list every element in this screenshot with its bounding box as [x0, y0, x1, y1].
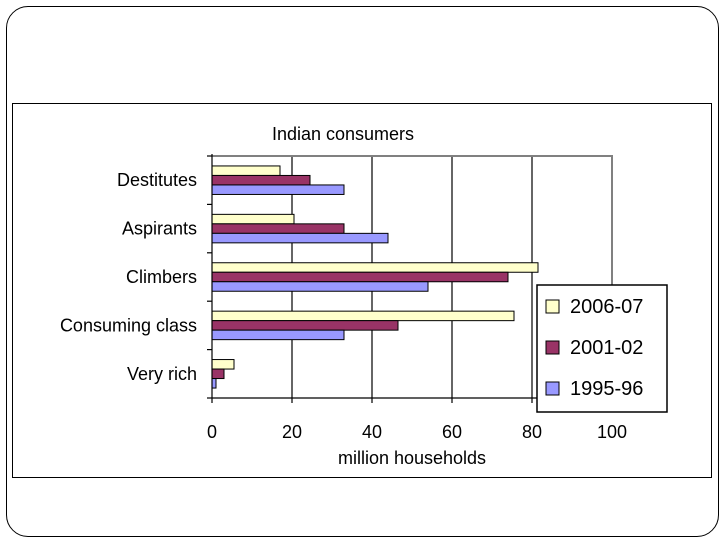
bar: [211, 262, 539, 273]
x-tick-label: 60: [442, 422, 462, 442]
bar: [211, 378, 217, 389]
bar: [211, 281, 429, 292]
x-tick-label: 20: [282, 422, 302, 442]
bar: [211, 174, 311, 186]
category-label: Very rich: [127, 364, 197, 384]
category-label: Aspirants: [122, 219, 197, 239]
chart-title: Indian consumers: [272, 124, 414, 144]
legend-swatch: [545, 340, 560, 355]
x-tick-label: 40: [362, 422, 382, 442]
x-tick-label: 80: [522, 422, 542, 442]
x-tick-labels: 0 20 40 60 80 100: [207, 422, 627, 442]
bar: [211, 329, 345, 341]
category-label: Destitutes: [117, 170, 197, 190]
legend-label: 2001-02: [570, 337, 643, 359]
bar: [211, 184, 345, 195]
legend-swatch: [545, 381, 560, 396]
category-label: Consuming class: [60, 315, 197, 335]
bar: [211, 368, 225, 380]
x-tick-label: 100: [597, 422, 627, 442]
bar: [211, 271, 509, 283]
legend-label: 1995-96: [570, 378, 643, 400]
legend: 2006-07 2001-02 1995-96: [536, 284, 668, 413]
category-label: Climbers: [126, 267, 197, 287]
bar: [211, 359, 235, 370]
slide-frame: [6, 6, 719, 537]
bar: [211, 310, 515, 322]
bar: [211, 232, 389, 244]
legend-label: 2006-07: [570, 296, 643, 318]
category-labels: Destitutes Aspirants Climbers Consuming cla…: [60, 170, 197, 384]
x-tick-label: 0: [207, 422, 217, 442]
bar: [211, 320, 399, 331]
bar: [211, 223, 345, 234]
legend-swatch: [545, 299, 560, 314]
bar: [211, 165, 281, 176]
x-axis-label: million households: [338, 448, 486, 468]
bar: [211, 213, 295, 225]
bars: [211, 165, 539, 389]
